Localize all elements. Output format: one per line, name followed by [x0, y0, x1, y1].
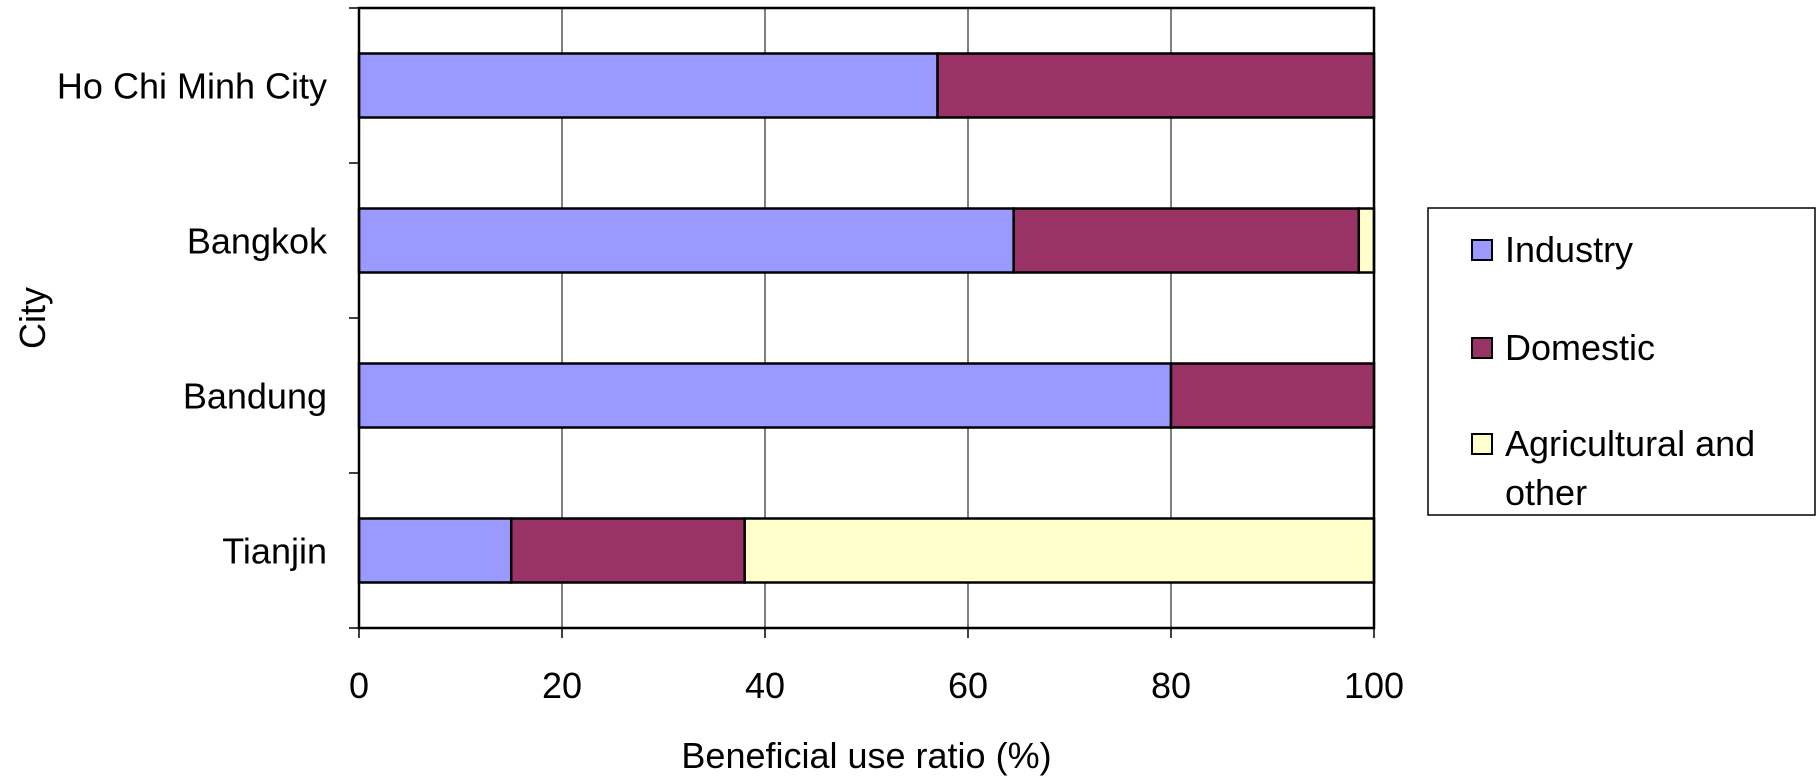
bar-tianjin-agricultural-and-other — [743, 517, 1376, 584]
x-tick-label-0: 0 — [349, 665, 369, 706]
y-axis-title: City — [12, 287, 53, 349]
bar-tianjin-industry — [357, 517, 513, 584]
x-tick-label-60: 60 — [948, 665, 988, 706]
legend-label-industry: Industry — [1505, 229, 1633, 270]
legend-swatch-agricultural — [1471, 433, 1493, 455]
bar-tianjin-domestic — [510, 517, 746, 584]
bar-ho-chi-minh-city-domestic — [936, 52, 1376, 119]
legend-swatch-domestic — [1471, 337, 1493, 359]
y-tick-label-bangkok: Bangkok — [187, 221, 328, 262]
y-tick-label-tianjin: Tianjin — [222, 531, 327, 572]
legend: Industry Domestic Agricultural and other — [1427, 207, 1816, 516]
x-tick-labels: 0 20 40 60 80 100 — [349, 665, 1404, 706]
bars — [357, 52, 1376, 584]
y-tick-labels: Ho Chi Minh City Bangkok Bandung Tianjin — [57, 66, 328, 572]
x-tick-label-100: 100 — [1344, 665, 1404, 706]
bar-bandung-industry — [357, 362, 1173, 429]
x-tick-label-40: 40 — [745, 665, 785, 706]
bar-bandung-domestic — [1169, 362, 1376, 429]
x-tick-label-20: 20 — [542, 665, 582, 706]
legend-frame — [1427, 207, 1816, 516]
x-axis-title: Beneficial use ratio (%) — [681, 735, 1051, 776]
bar-bangkok-industry — [357, 207, 1015, 274]
legend-label-domestic: Domestic — [1505, 327, 1655, 368]
legend-label-agricultural-line1: Agricultural and — [1505, 423, 1755, 464]
axes — [349, 6, 1376, 638]
bar-ho-chi-minh-city-industry — [357, 52, 939, 119]
x-tick-label-80: 80 — [1151, 665, 1191, 706]
bar-bangkok-domestic — [1012, 207, 1361, 274]
legend-swatch-industry — [1471, 239, 1493, 261]
bar-bangkok-agricultural-and-other — [1357, 207, 1376, 274]
y-tick-label-ho-chi-minh-city: Ho Chi Minh City — [57, 66, 327, 107]
y-tick-label-bandung: Bandung — [183, 376, 327, 417]
legend-label-agricultural-line2: other — [1505, 472, 1587, 513]
